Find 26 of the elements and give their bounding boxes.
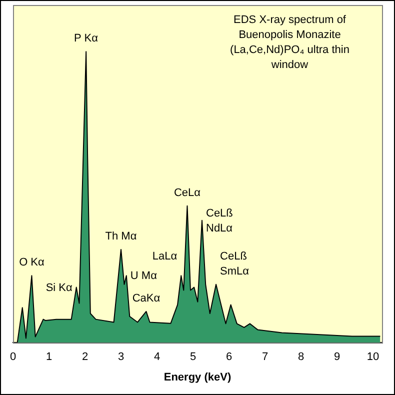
annotation: P Kα (74, 32, 99, 45)
x-tick-label: 2 (82, 351, 88, 364)
annotation: SmLα (220, 265, 250, 278)
x-tick-label: 0 (10, 351, 16, 364)
x-tick-label: 1 (46, 351, 52, 364)
annotation: O Kα (19, 256, 46, 269)
annotation: CeLß (206, 207, 234, 220)
annotation: LaLα (152, 250, 178, 263)
annotation: Si Kα (46, 282, 73, 294)
annotation: CeLα (174, 186, 202, 199)
chart-subtitle: (La,Ce,Nd)PO₄ ultra thin window (230, 44, 350, 71)
x-tick-label: 3 (118, 351, 124, 364)
x-tick-label: 10 (366, 351, 380, 364)
x-tick-label: 4 (154, 351, 160, 364)
x-axis-title: Energy (keV) (164, 371, 232, 384)
annotation: NdLα (206, 222, 234, 234)
x-tick-label: 8 (298, 351, 304, 364)
x-tick-label: 7 (262, 351, 268, 364)
annotation: Th Mα (105, 230, 138, 242)
x-tick-label: 9 (334, 351, 340, 364)
x-tick-label: 5 (190, 351, 196, 364)
chart-title: EDS X-ray spectrum of Buenopolis Monazite (234, 14, 347, 41)
annotation: CeLß (220, 250, 248, 262)
annotation: U Mα (130, 270, 158, 282)
x-tick-label: 6 (226, 351, 232, 364)
annotation: CaKα (132, 292, 161, 304)
